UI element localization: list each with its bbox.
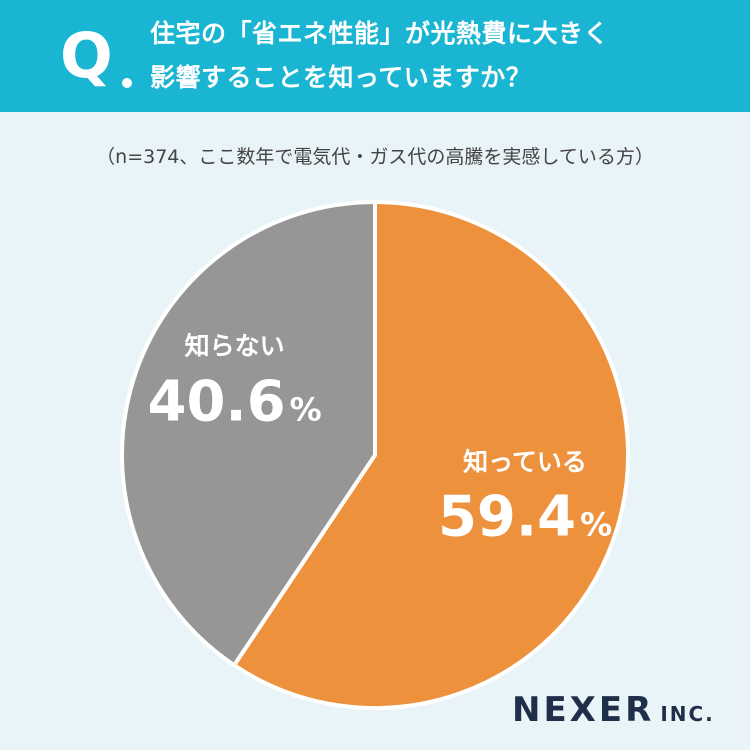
slice-value-know: 59.4% xyxy=(438,485,612,550)
question-line-1: 住宅の「省エネ性能」が光熱費に大きく xyxy=(150,19,610,48)
pie-slice-dont-know xyxy=(120,200,377,668)
question-mark: Q xyxy=(60,19,113,92)
brand-name: NEXER xyxy=(512,690,655,730)
slice-label-know: 知っている xyxy=(463,448,587,477)
brand-suffix: INC. xyxy=(660,702,715,726)
question-line-2: 影響することを知っていますか？ xyxy=(150,63,532,92)
question-header: Q 住宅の「省エネ性能」が光熱費に大きく 影響することを知っていますか？ xyxy=(0,0,750,112)
question-dot xyxy=(122,78,132,88)
pie-slice-know xyxy=(232,200,630,710)
brand-logo: NEXER INC. xyxy=(512,690,715,730)
slice-value-dont-know: 40.6% xyxy=(147,369,321,434)
sample-note: （n=374、ここ数年で電気代・ガス代の高騰を実感している方） xyxy=(96,146,654,168)
slice-label-dont-know: 知らない xyxy=(185,331,285,360)
